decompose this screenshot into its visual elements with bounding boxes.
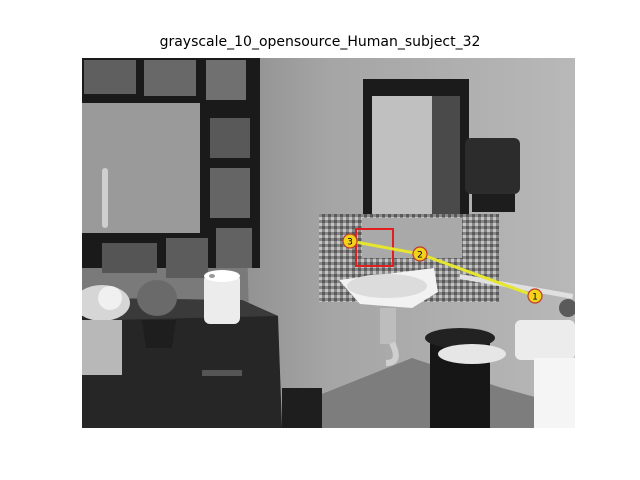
fixation-marker [412, 246, 428, 262]
figure-title: grayscale_10_opensource_Human_subject_32 [159, 34, 481, 50]
fixation-label: 1 [532, 293, 538, 303]
fixation-1: 1 [527, 288, 543, 304]
fixation-label: 2 [417, 251, 423, 261]
trash-can [425, 328, 506, 428]
wall-mirror [363, 79, 469, 230]
potted-plant [137, 280, 177, 348]
fixation-marker [527, 288, 543, 304]
mirror-left [82, 103, 200, 233]
wall-sink [339, 268, 438, 366]
paper-towel-dispenser [465, 138, 520, 212]
picture-frames [82, 58, 260, 278]
bathroom-photo: 1 2 3 [82, 58, 575, 428]
toilet-paper-rolls [204, 270, 240, 324]
potted-flowers [82, 285, 130, 375]
floor [282, 358, 575, 428]
toilet [515, 299, 575, 428]
fixation-label: 3 [347, 238, 353, 248]
fixation-marker [342, 233, 358, 249]
fixation-2: 2 [412, 246, 428, 262]
fixation-3: 3 [342, 233, 358, 249]
door-handle [102, 168, 108, 228]
